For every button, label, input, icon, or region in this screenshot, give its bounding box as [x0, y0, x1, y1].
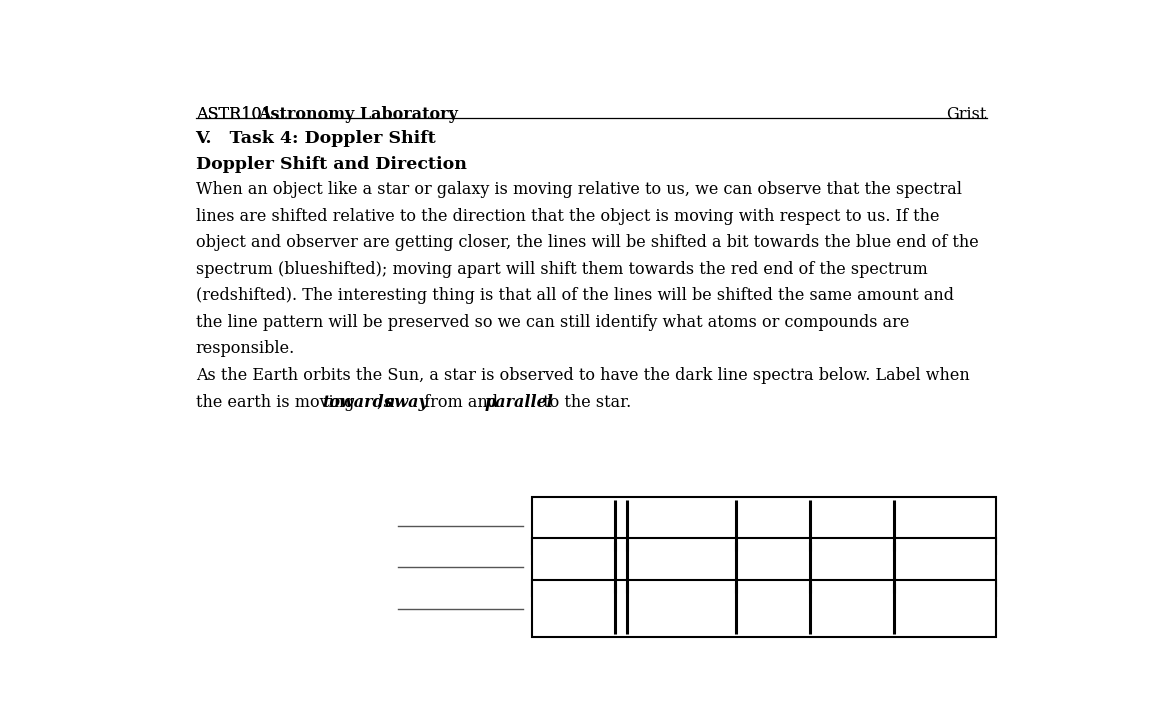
Text: the line pattern will be preserved so we can still identify what atoms or compou: the line pattern will be preserved so we…: [196, 314, 909, 331]
Text: Doppler Shift and Direction: Doppler Shift and Direction: [196, 157, 466, 173]
Text: to the star.: to the star.: [538, 393, 631, 411]
Text: towards: towards: [322, 393, 394, 411]
Text: the earth is moving: the earth is moving: [196, 393, 359, 411]
Text: away: away: [386, 393, 429, 411]
Text: from and: from and: [419, 393, 503, 411]
Bar: [532, 497, 996, 554]
Text: As the Earth orbits the Sun, a star is observed to have the dark line spectra be: As the Earth orbits the Sun, a star is o…: [196, 367, 969, 384]
Text: ASTR101: ASTR101: [196, 106, 276, 123]
Bar: [532, 580, 996, 638]
Text: Grist: Grist: [946, 106, 986, 123]
Text: responsible.: responsible.: [196, 340, 295, 358]
Text: spectrum (blueshifted); moving apart will shift them towards the red end of the : spectrum (blueshifted); moving apart wil…: [196, 261, 928, 278]
Text: ASTR101: ASTR101: [196, 106, 276, 123]
Text: Astronomy Laboratory: Astronomy Laboratory: [258, 106, 458, 123]
Bar: [532, 538, 996, 596]
Text: parallel: parallel: [485, 393, 554, 411]
Text: (redshifted). The interesting thing is that all of the lines will be shifted the: (redshifted). The interesting thing is t…: [196, 287, 954, 304]
Text: When an object like a star or galaxy is moving relative to us, we can observe th: When an object like a star or galaxy is …: [196, 181, 961, 198]
Text: V.   Task 4: Doppler Shift: V. Task 4: Doppler Shift: [196, 131, 436, 147]
Text: object and observer are getting closer, the lines will be shifted a bit towards : object and observer are getting closer, …: [196, 234, 978, 251]
Text: ,: ,: [378, 393, 388, 411]
Text: lines are shifted relative to the direction that the object is moving with respe: lines are shifted relative to the direct…: [196, 208, 939, 225]
